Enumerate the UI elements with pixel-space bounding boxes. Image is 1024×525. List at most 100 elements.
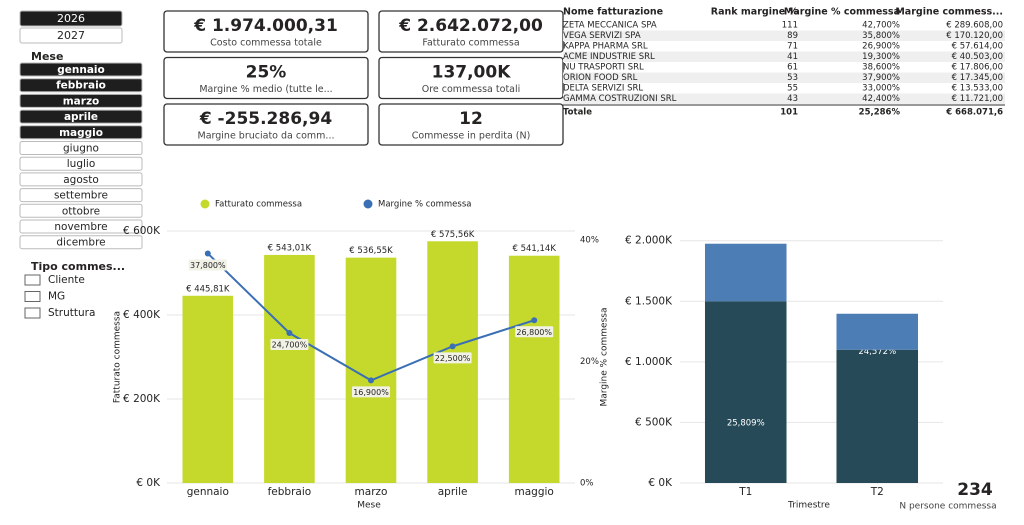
checkbox[interactable] bbox=[24, 274, 41, 286]
checkbox[interactable] bbox=[24, 307, 41, 319]
month-button[interactable] bbox=[19, 62, 143, 77]
table-header: Rank margine % bbox=[711, 7, 799, 18]
table-cell: ACME INDUSTRIE SRL bbox=[563, 52, 655, 62]
y2-tick-label: 40% bbox=[580, 236, 599, 246]
table-cell: € 289.608,00 bbox=[946, 21, 1003, 31]
month-button[interactable] bbox=[19, 235, 143, 250]
month-label: gennaio bbox=[57, 64, 105, 76]
table-total: Totale bbox=[563, 108, 592, 118]
line-label: 24,700% bbox=[272, 341, 308, 350]
table-cell: 71 bbox=[787, 42, 798, 52]
table-cell: VEGA SERVIZI SPA bbox=[563, 31, 641, 41]
bar-label: € 445,81K bbox=[186, 284, 230, 294]
y-tick-label: € 0K bbox=[136, 477, 161, 489]
year-button[interactable] bbox=[19, 27, 123, 44]
month-button[interactable] bbox=[19, 203, 143, 218]
table-cell: € 17.345,00 bbox=[952, 73, 1003, 83]
month-label: ottobre bbox=[62, 205, 100, 217]
bar-segment bbox=[704, 243, 787, 302]
table-cell: € 13.533,00 bbox=[952, 84, 1003, 94]
table-cell: ZETA MECCANICA SPA bbox=[563, 21, 657, 31]
line-marker bbox=[531, 317, 538, 324]
month-button[interactable] bbox=[19, 188, 143, 203]
bar-label: € 536,55K bbox=[349, 246, 393, 256]
line-label: 26,800% bbox=[516, 328, 552, 337]
table-cell: GAMMA COSTRUZIONI SRL bbox=[563, 94, 677, 104]
bar-segment bbox=[704, 301, 787, 483]
month-button[interactable] bbox=[19, 219, 143, 234]
kpi-card bbox=[163, 56, 369, 100]
bar bbox=[264, 254, 315, 483]
kpi-label: Commesse in perdita (N) bbox=[412, 131, 531, 142]
table-row-bg bbox=[563, 51, 1005, 62]
table-cell: KAPPA PHARMA SRL bbox=[563, 42, 648, 52]
table-cell: € 170.120,00 bbox=[946, 31, 1003, 41]
year-button[interactable] bbox=[19, 10, 123, 27]
table-cell: 42,400% bbox=[862, 94, 900, 104]
x-tick-label: febbraio bbox=[268, 486, 312, 498]
x-tick-label: gennaio bbox=[187, 486, 229, 498]
table-cell: 55 bbox=[787, 84, 798, 94]
y-tick-label: € 500K bbox=[635, 416, 673, 428]
bar-label: € 541,14K bbox=[512, 244, 556, 254]
line-label-bg bbox=[188, 259, 227, 271]
y-tick-label: € 600K bbox=[123, 225, 161, 237]
line-label: 16,900% bbox=[353, 388, 389, 397]
kpi-label: Margine bruciato da comm... bbox=[198, 131, 335, 142]
line-marker bbox=[204, 250, 211, 257]
kpi-label: Ore commessa totali bbox=[422, 84, 521, 95]
line-marker bbox=[368, 377, 374, 384]
kpi-card bbox=[163, 103, 369, 146]
bar-label: € 575,56K bbox=[431, 230, 475, 240]
table-cell: 35,800% bbox=[862, 31, 900, 41]
x-axis-label: Trimestre bbox=[787, 501, 830, 511]
table-cell: 38,600% bbox=[862, 63, 900, 73]
month-label: novembre bbox=[54, 221, 107, 233]
table-cell: € 57.614,00 bbox=[952, 42, 1003, 52]
segment-label: 24,572% bbox=[858, 347, 896, 357]
line-marker bbox=[286, 330, 293, 337]
month-button[interactable] bbox=[19, 93, 143, 108]
kpi-label: Costo commessa totale bbox=[210, 38, 322, 49]
persons-value: 234 bbox=[957, 480, 993, 500]
table-cell: 53 bbox=[787, 73, 798, 83]
y-tick-label: € 1.000K bbox=[625, 356, 673, 368]
bar bbox=[182, 295, 234, 483]
checkbox[interactable] bbox=[24, 291, 41, 302]
month-button[interactable] bbox=[19, 109, 143, 124]
x-tick-label: maggio bbox=[515, 486, 554, 498]
year-label: 2027 bbox=[57, 29, 85, 42]
table-total: 25,286% bbox=[859, 108, 901, 118]
kpi-value: 25% bbox=[246, 63, 287, 83]
month-button[interactable] bbox=[19, 172, 143, 187]
kpi-value: 12 bbox=[459, 109, 483, 129]
y-tick-label: € 1.500K bbox=[625, 295, 673, 307]
legend-label: Fatturato commessa bbox=[215, 200, 302, 210]
x-tick-label: T1 bbox=[738, 486, 752, 498]
month-label: settembre bbox=[54, 190, 108, 202]
y-tick-label: € 2.000K bbox=[625, 235, 673, 247]
month-button[interactable] bbox=[19, 125, 143, 140]
y2-axis-label: Margine % commessa bbox=[600, 308, 610, 407]
table-header: Margine commess... bbox=[895, 7, 1003, 18]
table-cell: 61 bbox=[787, 63, 798, 73]
month-button[interactable] bbox=[19, 78, 143, 93]
month-slicer-title: Mese bbox=[31, 50, 63, 63]
bar-label: € 543,01K bbox=[268, 243, 312, 253]
x-tick-label: aprile bbox=[438, 486, 468, 498]
x-axis-label: Mese bbox=[357, 501, 381, 511]
x-tick-label: T2 bbox=[870, 486, 884, 498]
year-label: 2026 bbox=[57, 12, 85, 25]
line-label-bg bbox=[515, 326, 554, 338]
line-label-bg bbox=[352, 386, 390, 398]
y-tick-label: € 400K bbox=[123, 309, 161, 321]
y-tick-label: € 0K bbox=[648, 477, 673, 489]
month-button[interactable] bbox=[19, 141, 143, 155]
table-row-bg bbox=[563, 72, 1005, 83]
legend-label: Margine % commessa bbox=[378, 200, 471, 210]
table-cell: 37,900% bbox=[862, 73, 900, 83]
checkbox-label: Cliente bbox=[48, 274, 85, 286]
line-label-bg bbox=[433, 352, 472, 364]
month-button[interactable] bbox=[19, 156, 143, 171]
legend-marker bbox=[200, 199, 210, 209]
